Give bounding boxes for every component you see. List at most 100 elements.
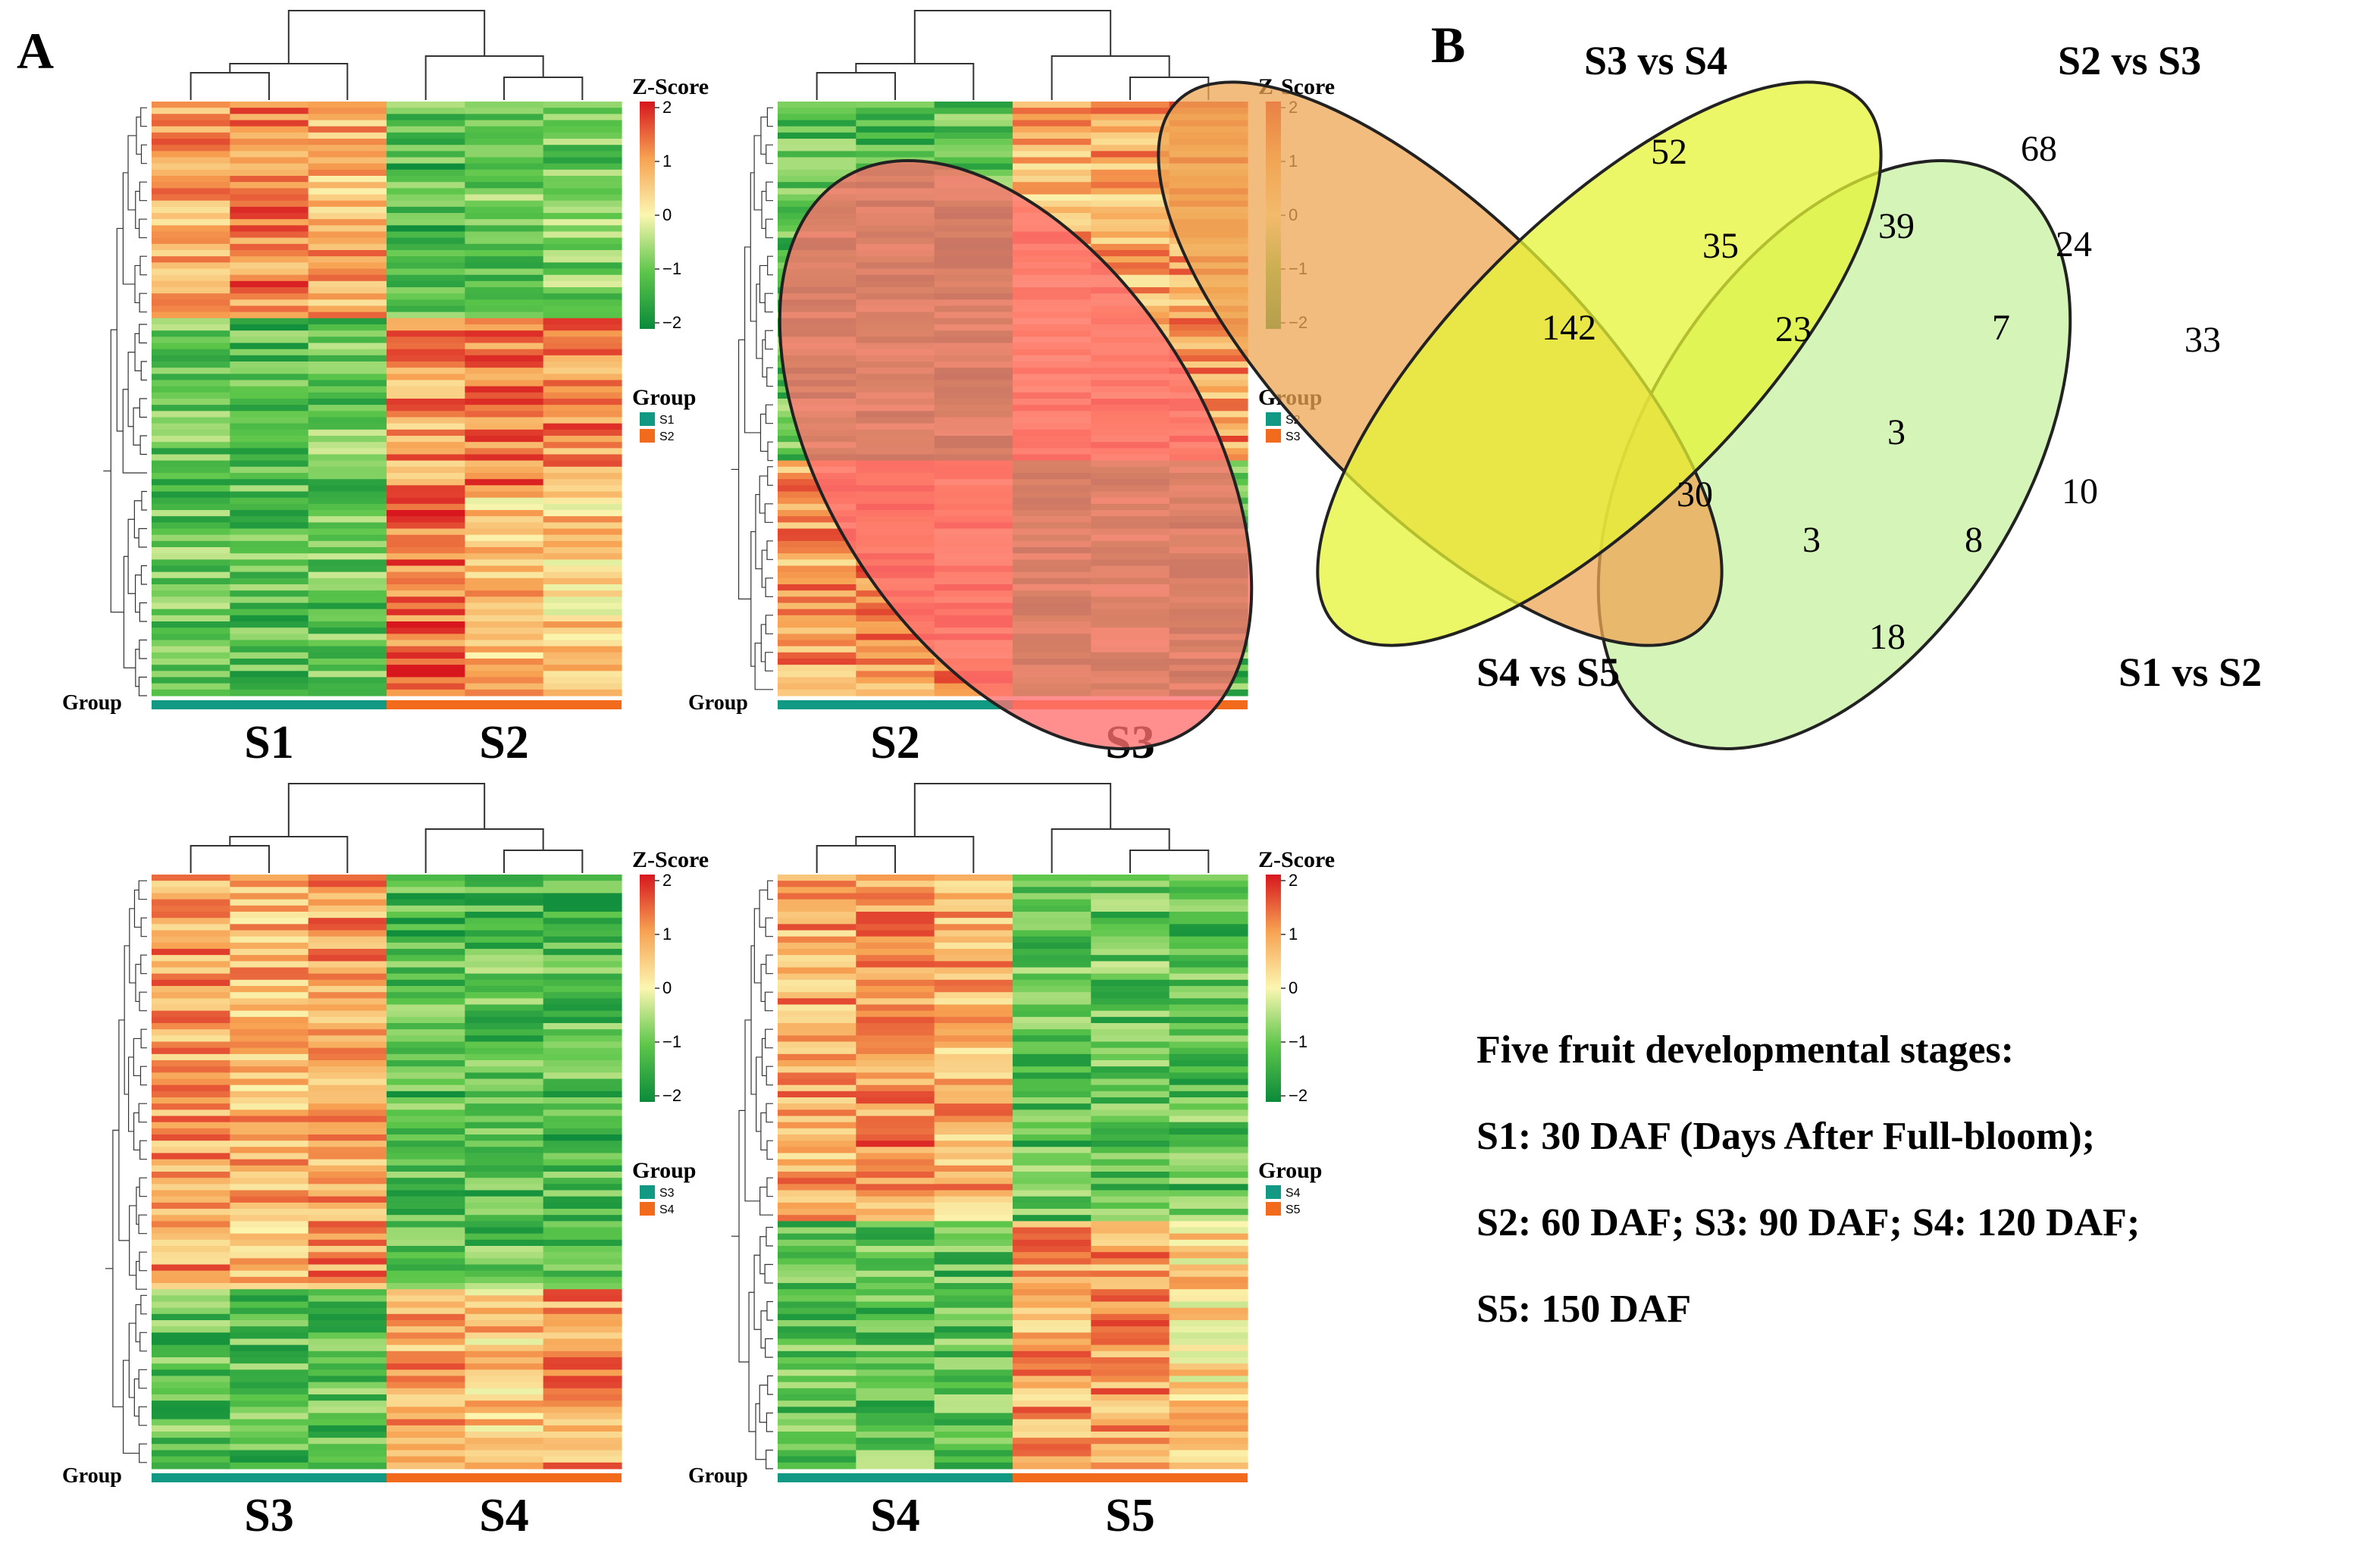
heatmap-cell [778, 565, 856, 573]
heatmap-cell [1091, 1109, 1170, 1117]
heatmap-cell [152, 671, 230, 678]
heatmap-cell [778, 547, 856, 554]
heatmap-cell [152, 1246, 230, 1253]
heatmap-cell [1013, 1078, 1091, 1086]
dendrogram-branch [764, 991, 773, 1012]
heatmap-cell [1169, 1283, 1248, 1290]
heatmap-cell [465, 949, 544, 956]
heatmap-cell [387, 231, 465, 239]
heatmap-cell [152, 596, 230, 604]
heatmap-cell [1013, 1134, 1091, 1141]
heatmap-cell [152, 262, 230, 270]
heatmap-cell [1091, 899, 1170, 906]
heatmap-cell [308, 1369, 387, 1377]
heatmap-cell [1091, 979, 1170, 987]
heatmap-cell [1169, 1103, 1248, 1110]
heatmap-cell [387, 1072, 465, 1080]
heatmap-cell [1091, 1307, 1170, 1315]
heatmap-cell [387, 1103, 465, 1110]
dendrogram-branch [133, 1037, 142, 1077]
heatmap-cell [1013, 961, 1091, 969]
heatmap-cell [543, 1394, 622, 1401]
heatmap-cell [230, 1016, 309, 1024]
heatmap-cell [152, 683, 230, 690]
heatmap-cell [543, 1122, 622, 1129]
heatmap-cell [230, 491, 309, 499]
heatmap-cell [387, 1363, 465, 1370]
heatmap-cell [465, 1060, 544, 1067]
heatmap-cell [543, 473, 622, 480]
heatmap-cell [230, 1047, 309, 1055]
heatmap-cell [856, 1165, 935, 1172]
heatmap-cell [934, 936, 1013, 944]
heatmap-cell [1091, 268, 1170, 276]
heatmap-cell [308, 924, 387, 931]
heatmap-cell [152, 386, 230, 393]
heatmap-cell [934, 949, 1013, 956]
heatmap-cell [856, 1382, 935, 1389]
heatmap-cell [308, 374, 387, 381]
heatmap-cell [856, 126, 935, 133]
heatmap-cell [543, 349, 622, 356]
heatmap-cell [1169, 1060, 1248, 1067]
heatmap-cell [387, 1301, 465, 1309]
heatmap-cell [1169, 1432, 1248, 1438]
row-dendrogram [105, 880, 147, 1463]
heatmap-cell [1091, 219, 1170, 226]
group-axis-label: Group [688, 691, 748, 715]
heatmap-cell [778, 503, 856, 511]
heatmap-cell [934, 1091, 1013, 1098]
heatmap-cell [230, 677, 309, 684]
heatmap-cell [152, 274, 230, 282]
heatmap-cell [1169, 918, 1248, 925]
heatmap-cell [152, 213, 230, 220]
sample-group-label: S4 [870, 1490, 919, 1541]
heatmap-cell [1091, 1425, 1170, 1432]
heatmap-cell [934, 1239, 1013, 1247]
heatmap-cell [152, 243, 230, 251]
dendrogram-branch [738, 1109, 750, 1363]
heatmap-cell [387, 1184, 465, 1191]
heatmap-cell [778, 646, 856, 653]
heatmap-cell [387, 1456, 465, 1463]
dendrogram-branch [764, 503, 773, 523]
heatmap-cell [387, 120, 465, 127]
heatmap-cell [387, 213, 465, 220]
heatmap-cell [308, 429, 387, 437]
heatmap-cell [230, 386, 309, 393]
heatmap-cell [465, 547, 544, 554]
heatmap-cell [152, 1178, 230, 1185]
heatmap-cell [230, 454, 309, 462]
heatmap-cell [152, 887, 230, 894]
heatmap-cell [308, 565, 387, 573]
heatmap-cell [1091, 114, 1170, 121]
dendrogram-branch [766, 181, 773, 202]
heatmap-cell [387, 256, 465, 263]
heatmap-cell [465, 213, 544, 220]
heatmap-cell [465, 553, 544, 560]
heatmap-cell [308, 330, 387, 337]
heatmap-cell [230, 528, 309, 536]
heatmap-cell [1169, 1153, 1248, 1160]
heatmap-cell [152, 188, 230, 196]
heatmap-cell [152, 182, 230, 189]
heatmap-cell [543, 454, 622, 462]
heatmap-cell [308, 1326, 387, 1333]
heatmap-cell [1091, 1407, 1170, 1414]
heatmap-cell [465, 659, 544, 665]
heatmap-cell [543, 368, 622, 374]
heatmap-cell [465, 1320, 544, 1327]
heatmap-cell [1013, 145, 1091, 152]
heatmap-cell [778, 912, 856, 919]
heatmap-cell [308, 1283, 387, 1290]
heatmap-cell [387, 689, 465, 696]
heatmap-cell [856, 918, 935, 925]
heatmap-cell [387, 1419, 465, 1426]
heatmap-cell [152, 584, 230, 591]
heatmap-cell [543, 992, 622, 999]
heatmap-cell [934, 979, 1013, 987]
heatmap-cell [387, 683, 465, 690]
heatmap-cell [152, 1270, 230, 1278]
heatmap-cell [856, 1456, 935, 1463]
heatmap-cell [230, 955, 309, 962]
